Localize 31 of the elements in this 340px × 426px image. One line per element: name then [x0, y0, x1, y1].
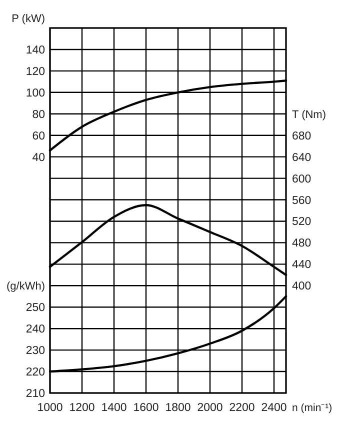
y3-tick-label: 240	[26, 324, 45, 336]
x-tick-label: 2200	[229, 402, 255, 414]
y-tick-label: 80	[32, 108, 45, 121]
y-tick-label: 40	[32, 152, 45, 164]
y-tick-label: 100	[26, 87, 45, 100]
y3-tick-label: 230	[26, 345, 45, 358]
y-tick-label: 120	[26, 66, 45, 78]
y-tick-label: 140	[26, 44, 45, 56]
y2-axis-title: T (Nm)	[292, 108, 326, 121]
y2-tick-label: 520	[292, 216, 312, 228]
y2-tick-label: 440	[292, 259, 312, 272]
x-tick-label: 1400	[101, 402, 127, 414]
y2-tick-label: 640	[292, 152, 312, 164]
x-tick-label: 1600	[133, 402, 159, 414]
y2-tick-label: 560	[292, 194, 312, 207]
x-axis-title: n (min⁻¹)	[292, 402, 332, 414]
y2-tick-label: 400	[292, 280, 312, 293]
x-tick-label: 2000	[197, 402, 223, 414]
y3-axis-title: (g/kWh)	[6, 280, 45, 293]
y3-tick-label: 250	[26, 302, 45, 314]
x-tick-label: 2400	[261, 402, 287, 414]
y2-tick-label: 600	[292, 173, 312, 186]
y3-tick-label: 220	[26, 366, 45, 379]
x-tick-label: 1000	[37, 402, 63, 414]
y2-tick-label: 680	[292, 130, 312, 142]
y-axis-title: P (kW)	[12, 13, 45, 25]
x-tick-label: 1200	[69, 402, 95, 414]
y2-tick-label: 480	[292, 238, 312, 250]
x-tick-label: 1800	[165, 402, 191, 414]
y-tick-label: 60	[32, 130, 45, 142]
y3-tick-label: 210	[26, 388, 45, 400]
